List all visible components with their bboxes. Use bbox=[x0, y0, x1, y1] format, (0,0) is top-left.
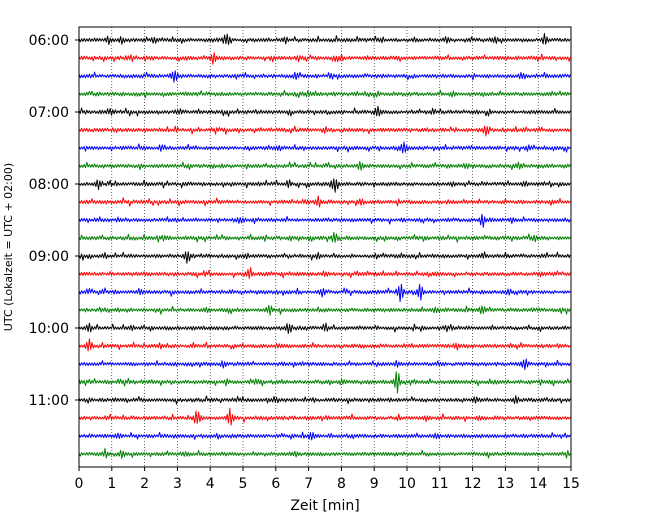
y-axis-label: UTC (Lokalzeit = UTC + 02:00) bbox=[2, 163, 15, 331]
seismic-trace-08:45 bbox=[78, 231, 571, 243]
x-tick-label-15: 15 bbox=[562, 476, 580, 492]
x-tick-label-1: 1 bbox=[107, 476, 116, 492]
x-axis-label: Zeit [min] bbox=[290, 498, 359, 514]
x-tick-label-3: 3 bbox=[173, 476, 182, 492]
seismic-trace-06:00 bbox=[78, 32, 571, 46]
seismic-trace-09:00 bbox=[78, 251, 571, 264]
seismic-trace-09:15 bbox=[78, 267, 571, 279]
seismic-trace-07:45 bbox=[78, 160, 571, 171]
x-tick-label-13: 13 bbox=[496, 476, 514, 492]
seismic-trace-11:00 bbox=[78, 395, 571, 405]
x-tick-label-6: 6 bbox=[271, 476, 280, 492]
seismic-trace-08:00 bbox=[78, 178, 571, 193]
x-tick-label-5: 5 bbox=[239, 476, 248, 492]
y-tick-label-08:00: 08:00 bbox=[29, 177, 69, 193]
seismic-trace-08:15 bbox=[78, 195, 571, 208]
x-tick-label-11: 11 bbox=[431, 476, 449, 492]
seismic-trace-10:15 bbox=[78, 338, 571, 352]
x-tick-label-14: 14 bbox=[529, 476, 547, 492]
x-axis-ticks: 0 1 2 3 4 5 6 7 8 9 10 11 12 13 14 15 bbox=[75, 467, 580, 492]
seismic-trace-10:00 bbox=[78, 322, 571, 334]
seismic-trace-06:15 bbox=[78, 52, 571, 65]
y-tick-label-11:00: 11:00 bbox=[29, 393, 69, 409]
x-tick-label-9: 9 bbox=[370, 476, 379, 492]
x-tick-label-10: 10 bbox=[398, 476, 416, 492]
x-tick-label-2: 2 bbox=[140, 476, 149, 492]
seismic-traces bbox=[78, 32, 571, 459]
vertical-grid-lines bbox=[111, 27, 539, 467]
x-tick-label-8: 8 bbox=[337, 476, 346, 492]
x-tick-label-7: 7 bbox=[304, 476, 313, 492]
seismic-trace-07:15 bbox=[78, 125, 571, 137]
seismic-trace-11:30 bbox=[78, 431, 571, 441]
plot-frame bbox=[78, 26, 572, 468]
x-tick-label-12: 12 bbox=[464, 476, 482, 492]
seismic-trace-08:30 bbox=[78, 213, 571, 228]
y-tick-label-10:00: 10:00 bbox=[29, 321, 69, 337]
x-tick-label-0: 0 bbox=[75, 476, 84, 492]
seismic-trace-10:30 bbox=[78, 358, 571, 371]
y-tick-label-06:00: 06:00 bbox=[29, 33, 69, 49]
y-tick-label-07:00: 07:00 bbox=[29, 105, 69, 121]
y-axis-ticks: 06:00 07:00 08:00 09:00 10:00 11:00 bbox=[29, 33, 79, 409]
seismic-trace-06:30 bbox=[78, 70, 571, 83]
seismic-trace-07:00 bbox=[78, 105, 571, 117]
x-tick-label-4: 4 bbox=[206, 476, 215, 492]
seismic-trace-10:45 bbox=[78, 371, 571, 394]
y-tick-label-09:00: 09:00 bbox=[29, 249, 69, 265]
seismic-trace-06:45 bbox=[78, 89, 571, 99]
seismic-trace-09:30 bbox=[78, 283, 571, 303]
seismic-trace-07:30 bbox=[78, 141, 571, 154]
seismic-trace-11:45 bbox=[78, 448, 571, 459]
seismic-trace-09:45 bbox=[78, 304, 571, 316]
seismic-trace-11:15 bbox=[78, 407, 571, 426]
